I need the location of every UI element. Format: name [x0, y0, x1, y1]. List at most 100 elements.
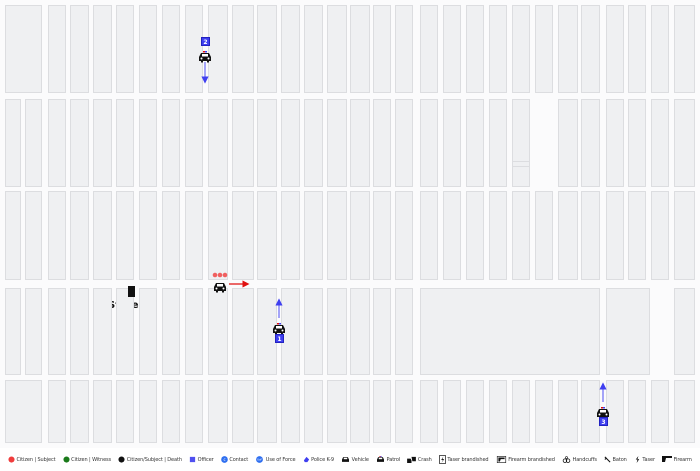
city-block — [232, 380, 254, 443]
city-block — [93, 99, 112, 187]
city-block — [674, 380, 695, 443]
city-block — [116, 380, 134, 443]
city-block — [25, 288, 42, 375]
city-block — [558, 380, 578, 443]
legend-label: Use of Force — [265, 456, 296, 463]
officer-1-patrol-car-icon[interactable] — [272, 320, 286, 335]
city-block — [512, 99, 530, 162]
city-block — [466, 5, 484, 93]
officer-badge[interactable]: 1 — [275, 334, 284, 343]
city-block — [93, 380, 112, 443]
city-block — [535, 5, 553, 93]
city-block — [489, 380, 507, 443]
city-block — [606, 288, 650, 375]
city-block — [208, 380, 228, 443]
city-block — [606, 191, 624, 280]
legend-label: Crash — [417, 456, 432, 463]
officer-badge[interactable]: 2 — [201, 37, 210, 46]
city-block — [581, 99, 600, 187]
city-block — [420, 5, 438, 93]
city-block — [232, 288, 254, 375]
city-block — [139, 288, 157, 375]
city-block — [350, 288, 370, 375]
city-block — [327, 5, 347, 93]
city-block — [281, 191, 300, 280]
city-block — [628, 5, 646, 93]
legend-label: Officer — [197, 456, 214, 463]
city-block — [628, 99, 646, 187]
city-block — [25, 99, 42, 187]
city-block — [327, 99, 347, 187]
city-block — [208, 5, 228, 93]
city-block — [304, 288, 323, 375]
legend-label: Patrol — [386, 456, 401, 463]
city-block — [395, 288, 413, 375]
city-block — [512, 191, 530, 280]
officer-badge[interactable]: 3 — [599, 417, 608, 426]
street-map[interactable]: 123 Store — [0, 0, 700, 448]
city-block — [651, 191, 669, 280]
city-block — [208, 99, 228, 187]
city-block — [48, 5, 66, 93]
legend-item: Patrol — [376, 456, 400, 463]
city-block — [185, 5, 203, 93]
legend-item: Taser brandished — [439, 455, 489, 464]
legend-item: Handcuffs — [562, 456, 597, 463]
city-block — [93, 191, 112, 280]
city-block — [70, 191, 89, 280]
city-block — [208, 191, 228, 280]
city-block — [139, 191, 157, 280]
city-block — [489, 191, 507, 280]
city-block — [651, 380, 669, 443]
city-block — [116, 99, 134, 187]
city-block — [162, 288, 180, 375]
legend-item: c Contact — [221, 456, 248, 463]
city-block — [466, 191, 484, 280]
city-block — [257, 5, 277, 93]
city-block — [304, 5, 323, 93]
city-block — [5, 191, 21, 280]
city-block — [5, 380, 42, 443]
legend-label: Firearm — [673, 456, 692, 463]
city-block — [232, 191, 254, 280]
firearm-brandished-icon — [496, 456, 507, 463]
city-block — [25, 191, 42, 280]
city-block — [350, 191, 370, 280]
city-block — [674, 191, 695, 280]
city-block — [304, 99, 323, 187]
city-block — [395, 380, 413, 443]
legend-item: Baton — [604, 456, 627, 463]
city-block — [48, 99, 66, 187]
city-block — [373, 5, 391, 93]
subject-vehicle-icon[interactable] — [213, 278, 227, 293]
city-block — [185, 191, 203, 280]
city-block — [628, 191, 646, 280]
city-block — [674, 99, 695, 187]
baton-icon — [604, 456, 611, 463]
city-block — [651, 99, 669, 187]
city-block — [162, 380, 180, 443]
legend-label: Taser — [642, 456, 655, 463]
city-block — [5, 99, 21, 187]
city-block — [116, 288, 134, 375]
taser-brandished-icon — [439, 455, 446, 464]
city-block — [420, 288, 600, 375]
officer-2-patrol-car-icon[interactable] — [198, 48, 212, 63]
legend-label: Taser brandished — [447, 456, 489, 463]
officer-3-patrol-car-icon[interactable] — [596, 404, 610, 419]
legend-label: Citizen | Witness — [71, 456, 112, 463]
legend-item: Vehicle — [341, 456, 369, 463]
city-block — [162, 99, 180, 187]
city-block — [674, 5, 695, 93]
city-block — [162, 5, 180, 93]
legend-label: Handcuffs — [572, 456, 597, 463]
legend-item: Citizen | Witness — [63, 456, 111, 463]
city-block — [512, 5, 530, 93]
city-block — [443, 380, 461, 443]
city-block — [581, 5, 600, 93]
city-block — [489, 99, 507, 187]
city-block — [395, 5, 413, 93]
city-block — [162, 191, 180, 280]
legend-label: Vehicle — [351, 456, 369, 463]
store-marker — [128, 286, 135, 297]
